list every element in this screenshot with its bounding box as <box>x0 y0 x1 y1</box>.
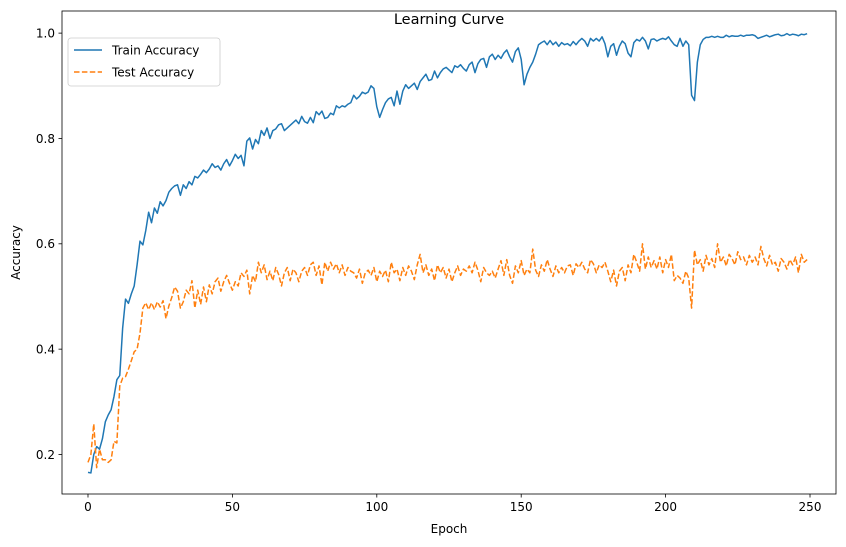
x-tick-label: 250 <box>799 500 822 514</box>
lines-layer <box>87 32 808 474</box>
x-axis-label: Epoch <box>431 522 468 536</box>
y-tick-label: 0.4 <box>36 342 55 356</box>
axes-frame <box>61 10 837 495</box>
y-tick-label: 0.6 <box>36 237 55 251</box>
legend-box <box>67 37 221 87</box>
x-tick-label: 50 <box>225 500 240 514</box>
x-tick-label: 200 <box>654 500 677 514</box>
x-axis-ticks: 0 50 100 150 200 250 <box>84 494 821 514</box>
x-tick-label: 150 <box>510 500 533 514</box>
y-axis-label: Accuracy <box>9 225 23 280</box>
y-tick-label: 0.2 <box>36 448 55 462</box>
legend: Train Accuracy Test Accuracy <box>67 37 221 87</box>
series-line-train-accuracy <box>87 32 808 474</box>
chart-title: Learning Curve <box>394 12 504 28</box>
legend-label-test-accuracy: Test Accuracy <box>111 66 194 80</box>
x-tick-label: 0 <box>84 500 92 514</box>
legend-label-train-accuracy: Train Accuracy <box>111 44 199 58</box>
x-tick-label: 100 <box>365 500 388 514</box>
plot-area <box>62 11 836 494</box>
y-tick-label: 0.8 <box>36 132 55 146</box>
series-line-test-accuracy <box>87 243 808 469</box>
y-axis-ticks: 0.2 0.4 0.6 0.8 1.0 <box>36 26 62 462</box>
y-tick-label: 1.0 <box>36 26 55 40</box>
